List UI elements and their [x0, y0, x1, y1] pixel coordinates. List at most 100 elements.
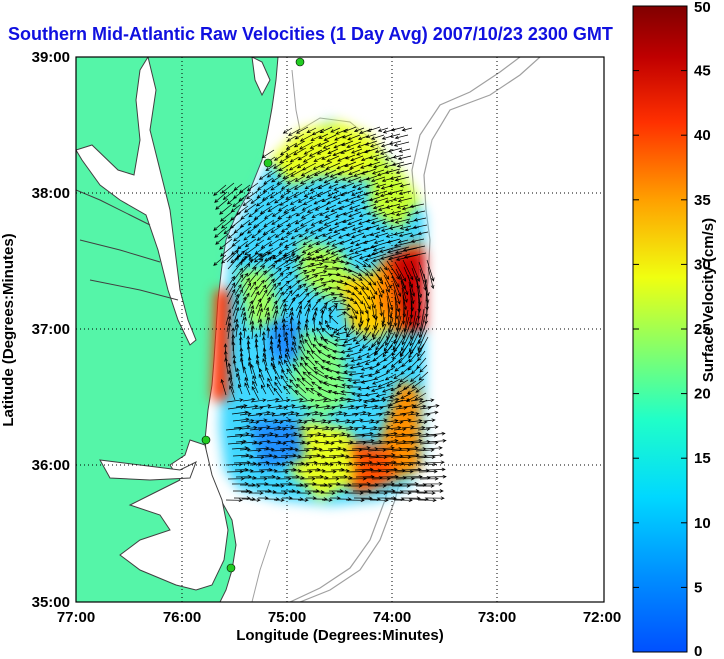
current-vector-arrow: [232, 300, 240, 317]
current-vector-arrow: [371, 169, 385, 175]
current-vector-arrow: [360, 281, 370, 291]
current-vector-arrow: [356, 323, 363, 336]
current-vector-arrow: [386, 432, 406, 437]
current-vector-arrow: [341, 343, 353, 347]
current-vector-arrow: [281, 369, 289, 381]
current-vector-arrow: [298, 345, 307, 359]
pamlico-sound: [119, 439, 229, 591]
current-vector-arrow: [240, 272, 249, 283]
current-vector-arrow: [298, 288, 309, 298]
current-vector-arrow: [363, 147, 379, 154]
current-vector-arrow: [348, 372, 365, 377]
current-vector-arrow: [234, 432, 250, 436]
current-vector-arrow: [236, 372, 242, 388]
current-vector-arrow: [267, 260, 279, 269]
current-vector-arrow: [235, 255, 248, 268]
current-vector-arrow: [389, 217, 403, 223]
current-vector-arrow: [345, 196, 357, 202]
current-vector-arrow: [330, 286, 341, 290]
current-vector-arrow: [409, 203, 425, 209]
current-vector-arrow: [318, 380, 330, 387]
current-vector-arrow: [266, 433, 279, 438]
current-vector-arrow: [333, 384, 346, 389]
current-vector-arrow: [354, 294, 364, 305]
current-vector-arrow: [387, 147, 403, 153]
current-vector-arrow: [273, 281, 282, 291]
current-vector-arrow: [374, 148, 387, 154]
current-vector-arrow: [227, 322, 232, 340]
current-vector-arrow: [347, 218, 363, 226]
current-vector-arrow: [417, 329, 428, 351]
current-vector-arrow: [240, 454, 254, 459]
current-vector-arrow: [303, 410, 319, 415]
current-vector-arrow: [364, 224, 380, 231]
current-vector-arrow: [416, 455, 436, 460]
current-vector-arrow: [424, 453, 444, 458]
current-vector-arrow: [395, 254, 419, 262]
current-vector-arrow: [226, 282, 236, 298]
current-vector-arrow: [344, 491, 364, 495]
current-vector-arrow: [326, 239, 337, 245]
current-vector-arrow: [392, 350, 402, 361]
current-vector-arrow: [299, 262, 315, 270]
current-vector-arrow: [387, 189, 404, 195]
current-vector-arrow: [328, 453, 345, 458]
current-vector-arrow: [316, 393, 332, 401]
current-vector-arrow: [299, 441, 311, 446]
current-vector-arrow: [251, 441, 263, 446]
current-vector-arrow: [307, 439, 319, 444]
current-vector-arrow: [325, 162, 341, 170]
current-vector-arrow: [235, 404, 248, 408]
current-vector-arrow: [415, 448, 435, 452]
current-vector-arrow: [294, 389, 308, 401]
current-vector-arrow: [394, 134, 409, 140]
current-vector-arrow: [393, 141, 410, 147]
current-vector-arrow: [272, 455, 289, 460]
current-vector-arrow: [402, 259, 414, 281]
current-vector-arrow: [323, 441, 335, 446]
current-vector-arrow: [304, 274, 319, 282]
current-vector-arrow: [289, 279, 301, 290]
current-vector-arrow: [342, 210, 354, 216]
current-vector-arrow: [243, 233, 253, 241]
colorbar-tick-label: 15: [694, 450, 711, 467]
current-vector-arrow: [290, 397, 304, 402]
current-vector-arrow: [279, 266, 291, 275]
current-vector-arrow: [280, 374, 290, 388]
current-vector-arrow: [381, 387, 394, 393]
current-vector-arrow: [330, 432, 346, 436]
current-vector-arrow: [409, 345, 417, 355]
current-vector-arrow: [298, 398, 315, 403]
current-vector-arrow: [335, 212, 346, 218]
current-vector-arrow: [282, 323, 286, 338]
current-vector-arrow: [423, 481, 443, 486]
current-vector-arrow: [313, 168, 329, 176]
current-vector-arrow: [288, 306, 294, 318]
current-vector-arrow: [271, 267, 282, 277]
current-vector-arrow: [273, 387, 284, 401]
current-vector-arrow: [248, 252, 259, 260]
current-vector-arrow: [320, 491, 336, 495]
current-vector-arrow: [311, 381, 322, 389]
current-vector-arrow: [304, 453, 321, 458]
current-vector-arrow: [361, 168, 377, 175]
current-vector-arrow: [274, 381, 283, 394]
potomac-river: [76, 189, 179, 301]
current-vector-arrow: [236, 367, 241, 381]
current-vector-arrow: [425, 489, 444, 493]
current-vector-arrow: [296, 491, 312, 495]
current-vector-arrow: [401, 205, 417, 211]
current-vector-arrow: [282, 253, 296, 261]
current-vector-arrow: [323, 338, 337, 346]
y-axis-ticks: 39:00 38:00 37:00 36:00 35:00: [32, 49, 70, 611]
current-vector-arrow: [350, 148, 363, 154]
current-vector-arrow: [283, 439, 295, 444]
current-vector-arrow: [409, 324, 419, 347]
current-vector-arrow: [307, 371, 321, 382]
current-vector-arrow: [306, 247, 322, 256]
current-vector-arrow: [403, 252, 427, 259]
current-vector-arrow: [365, 133, 377, 139]
current-vector-arrow: [393, 343, 401, 353]
current-vector-arrow: [375, 393, 387, 398]
current-vector-arrow: [385, 366, 396, 373]
